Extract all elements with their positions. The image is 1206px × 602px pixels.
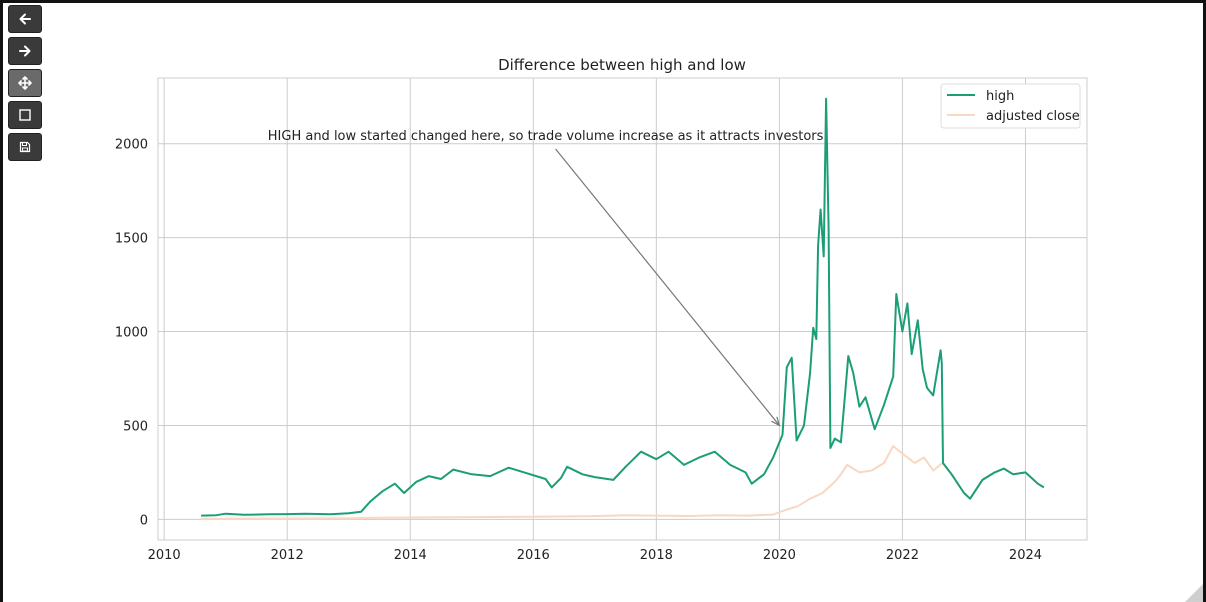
- arrow-right-icon: [18, 44, 32, 58]
- annotation-text: HIGH and low started changed here, so tr…: [268, 129, 824, 144]
- annotation-arrow: [555, 148, 780, 426]
- y-tick-label: 0: [140, 513, 148, 528]
- square-icon: [19, 109, 31, 121]
- window-resize-grip[interactable]: [1185, 584, 1203, 602]
- series-line-adjusted-close: [201, 445, 1045, 520]
- y-tick-label: 2000: [115, 138, 148, 153]
- legend-label-adjusted-close: adjusted close: [986, 109, 1080, 124]
- x-tick-label: 2022: [886, 548, 919, 563]
- x-tick-label: 2016: [517, 548, 550, 563]
- legend-label-high: high: [986, 89, 1014, 104]
- x-tick-label: 2020: [763, 548, 796, 563]
- y-tick-label: 500: [123, 419, 148, 434]
- x-tick-label: 2014: [394, 548, 427, 563]
- y-tick-label: 1000: [115, 326, 148, 341]
- x-tick-label: 2010: [148, 548, 181, 563]
- back-button[interactable]: [8, 5, 42, 33]
- series-line-high: [201, 97, 1045, 517]
- y-tick-label: 1500: [115, 232, 148, 247]
- zoom-button[interactable]: [8, 101, 42, 129]
- plot-area: [157, 77, 1088, 541]
- legend: high adjusted close: [940, 83, 1081, 129]
- floppy-disk-icon: [19, 141, 31, 153]
- save-button[interactable]: [8, 133, 42, 161]
- x-tick-label: 2024: [1009, 548, 1042, 563]
- annotation-arrowhead: [771, 416, 781, 427]
- x-tick-label: 2012: [271, 548, 304, 563]
- move-icon: [18, 76, 32, 90]
- chart-canvas: HIGH and low started changed here, so tr…: [115, 56, 1088, 563]
- chart-title: Difference between high and low: [498, 56, 746, 74]
- pan-button[interactable]: [8, 69, 42, 97]
- forward-button[interactable]: [8, 37, 42, 65]
- arrow-left-icon: [18, 12, 32, 26]
- x-tick-label: 2018: [640, 548, 673, 563]
